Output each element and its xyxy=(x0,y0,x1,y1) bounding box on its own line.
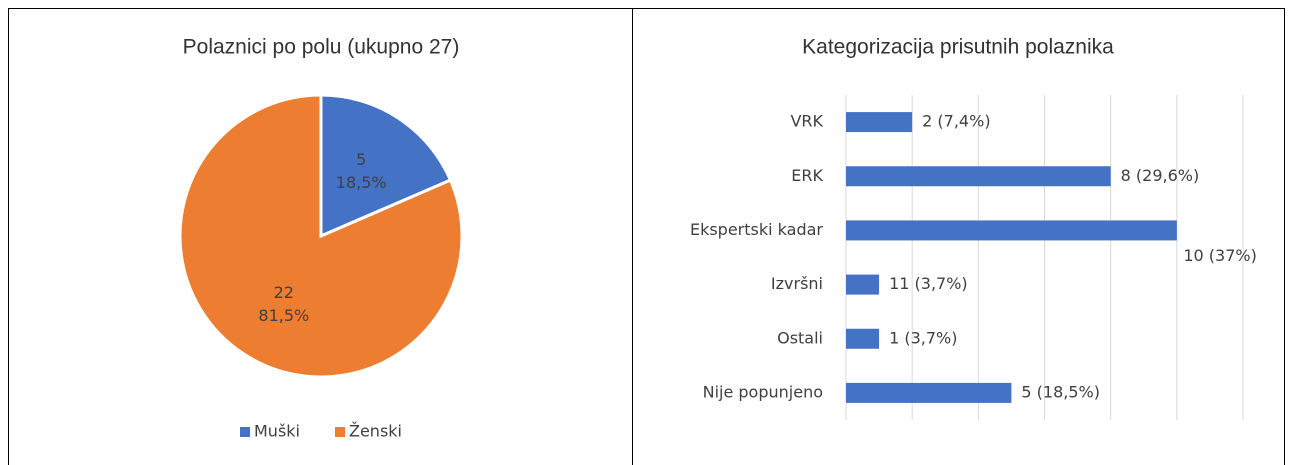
bar xyxy=(846,274,880,295)
data-label: 1 (3,7%) xyxy=(889,328,957,347)
slice-percent: 18,5% xyxy=(336,173,387,192)
slice-percent: 81,5% xyxy=(258,306,309,325)
bar xyxy=(846,328,880,349)
data-label: 5 (18,5%) xyxy=(1021,382,1100,401)
bar xyxy=(846,382,1012,403)
legend-swatch xyxy=(335,427,345,437)
legend-label: Muški xyxy=(254,422,300,441)
data-label: 11 (3,7%) xyxy=(889,274,968,293)
pie-slice xyxy=(319,93,453,239)
data-label: 2 (7,4%) xyxy=(922,112,990,131)
data-label: 10 (37%) xyxy=(1183,246,1257,265)
y-tick-label: Izvršni xyxy=(771,274,823,293)
slice-value: 22 xyxy=(274,283,294,302)
y-tick-label: Nije popunjeno xyxy=(703,382,823,401)
legend-label: Ženski xyxy=(349,422,402,441)
bar xyxy=(846,112,913,133)
y-tick-label: Ostali xyxy=(777,328,823,347)
pie-title: Polaznici po polu (ukupno 27) xyxy=(183,36,460,59)
y-tick-label: Ekspertski kadar xyxy=(690,220,823,239)
y-tick-label: VRK xyxy=(790,112,823,131)
slice-value: 5 xyxy=(356,150,366,169)
frame xyxy=(8,8,1285,465)
y-tick-label: ERK xyxy=(791,166,823,185)
bar xyxy=(846,220,1177,241)
bar xyxy=(846,166,1111,187)
pie-slice xyxy=(178,93,464,379)
bar-title: Kategorizacija prisutnih polaznika xyxy=(802,36,1114,59)
legend-swatch xyxy=(240,427,250,437)
data-label: 8 (29,6%) xyxy=(1121,166,1200,185)
